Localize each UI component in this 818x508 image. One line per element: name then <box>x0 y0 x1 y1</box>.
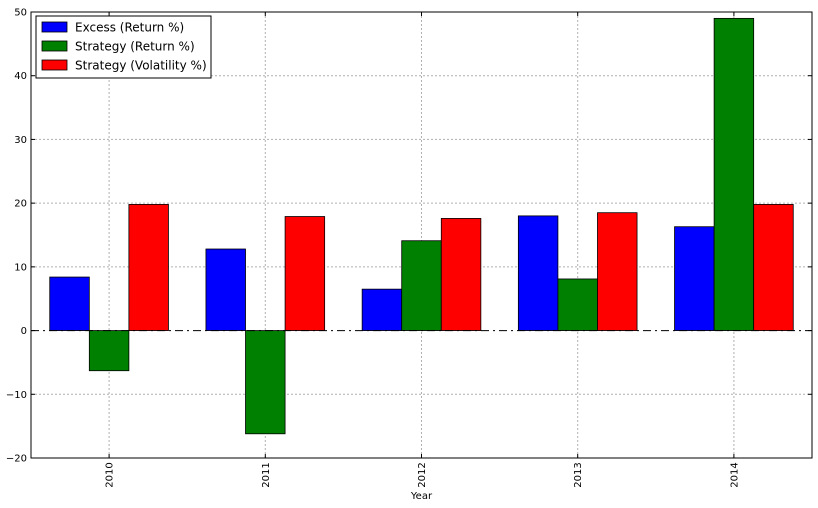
bar-2014-series-1 <box>674 226 715 331</box>
legend-swatch <box>41 59 68 71</box>
legend-label: Strategy (Return %) <box>75 40 195 54</box>
x-axis-ticks: 2010 2011 2012 2013 2014 <box>105 12 740 488</box>
y-tick-label: 40 <box>14 71 27 82</box>
legend-label: Excess (Return %) <box>75 21 184 35</box>
y-tick-label: 20 <box>14 199 27 210</box>
bar-2013-series-3 <box>597 212 638 331</box>
y-axis-ticks: −20 −10 0 10 20 30 40 50 <box>6 8 812 465</box>
x-tick-label: 2011 <box>261 462 272 487</box>
bar-2012-series-1 <box>361 288 403 331</box>
bar-2014-series-2 <box>713 17 755 331</box>
bar-2011-series-1 <box>205 248 246 331</box>
bars <box>49 17 794 435</box>
x-tick-label: 2012 <box>417 462 428 487</box>
legend-swatch <box>41 40 68 52</box>
bar-2011-series-3 <box>284 216 326 331</box>
bar-2014-series-3 <box>753 204 794 331</box>
y-tick-label: 30 <box>14 135 27 146</box>
y-tick-label: 10 <box>14 262 27 273</box>
bar-2011-series-2 <box>245 330 286 435</box>
x-tick-label: 2014 <box>729 462 740 487</box>
y-tick-label: −20 <box>6 454 27 465</box>
y-tick-label: 50 <box>14 8 27 19</box>
bar-2010-series-1 <box>49 276 90 331</box>
bar-2012-series-2 <box>401 240 442 331</box>
x-tick-label: 2013 <box>573 462 584 487</box>
bar-2012-series-3 <box>440 218 482 331</box>
bar-2010-series-2 <box>88 330 130 372</box>
x-axis-label: Year <box>410 491 433 502</box>
legend-swatch <box>41 21 68 33</box>
legend: Excess (Return %) Strategy (Return %) Stra… <box>35 15 212 79</box>
legend-label: Strategy (Volatility %) <box>75 59 207 73</box>
bar-2010-series-3 <box>128 204 169 331</box>
bar-2013-series-1 <box>517 215 559 331</box>
y-tick-label: −10 <box>6 390 27 401</box>
x-tick-label: 2010 <box>105 462 116 487</box>
y-tick-label: 0 <box>21 326 27 337</box>
bar-2013-series-2 <box>557 278 598 331</box>
